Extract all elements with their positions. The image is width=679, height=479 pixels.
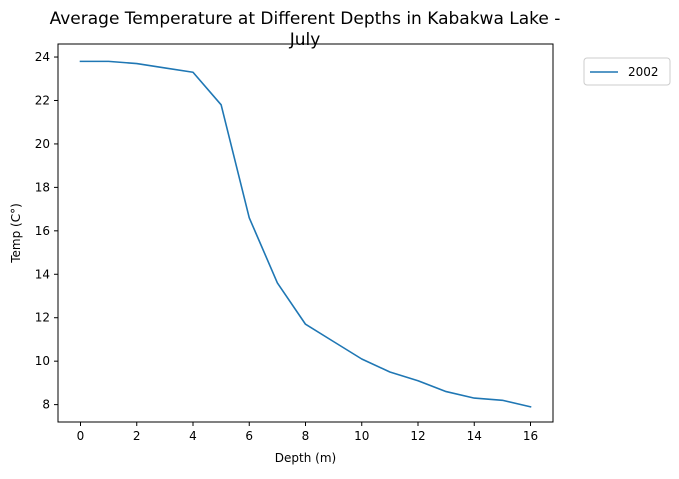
- legend-box: [583, 57, 671, 86]
- chart-title: Average Temperature at Different Depths …: [50, 9, 561, 50]
- chart-title-line-2: July: [289, 30, 321, 50]
- x-tick-label: 14: [467, 429, 482, 443]
- x-axis: 0 2 4 6 8 10 12 14 16: [77, 422, 538, 443]
- y-axis-label: Temp (C°): [9, 203, 23, 264]
- x-axis-label: Depth (m): [275, 451, 336, 465]
- y-tick-label: 16: [35, 224, 50, 238]
- y-tick-label: 22: [35, 93, 50, 107]
- legend: 2002: [583, 57, 671, 86]
- y-tick-label: 10: [35, 354, 50, 368]
- x-tick-label: 16: [523, 429, 538, 443]
- series-line-2002: [79, 60, 532, 408]
- y-tick-label: 18: [35, 180, 50, 194]
- x-tick-label: 8: [302, 429, 310, 443]
- plot-area: [57, 43, 554, 423]
- y-tick-label: 8: [42, 398, 50, 412]
- x-tick-label: 0: [77, 429, 85, 443]
- x-tick-label: 10: [354, 429, 369, 443]
- y-tick-label: 14: [35, 267, 50, 281]
- y-axis: 8 10 12 14 16 18 20 22 24: [35, 50, 58, 412]
- y-tick-label: 24: [35, 50, 50, 64]
- y-tick-label: 20: [35, 137, 50, 151]
- x-tick-label: 12: [410, 429, 425, 443]
- chart-title-line-1: Average Temperature at Different Depths …: [50, 9, 561, 29]
- y-tick-label: 12: [35, 311, 50, 325]
- plot-frame: [57, 43, 554, 423]
- legend-label: 2002: [628, 65, 659, 79]
- x-tick-label: 2: [133, 429, 141, 443]
- x-tick-label: 4: [189, 429, 197, 443]
- x-tick-label: 6: [245, 429, 253, 443]
